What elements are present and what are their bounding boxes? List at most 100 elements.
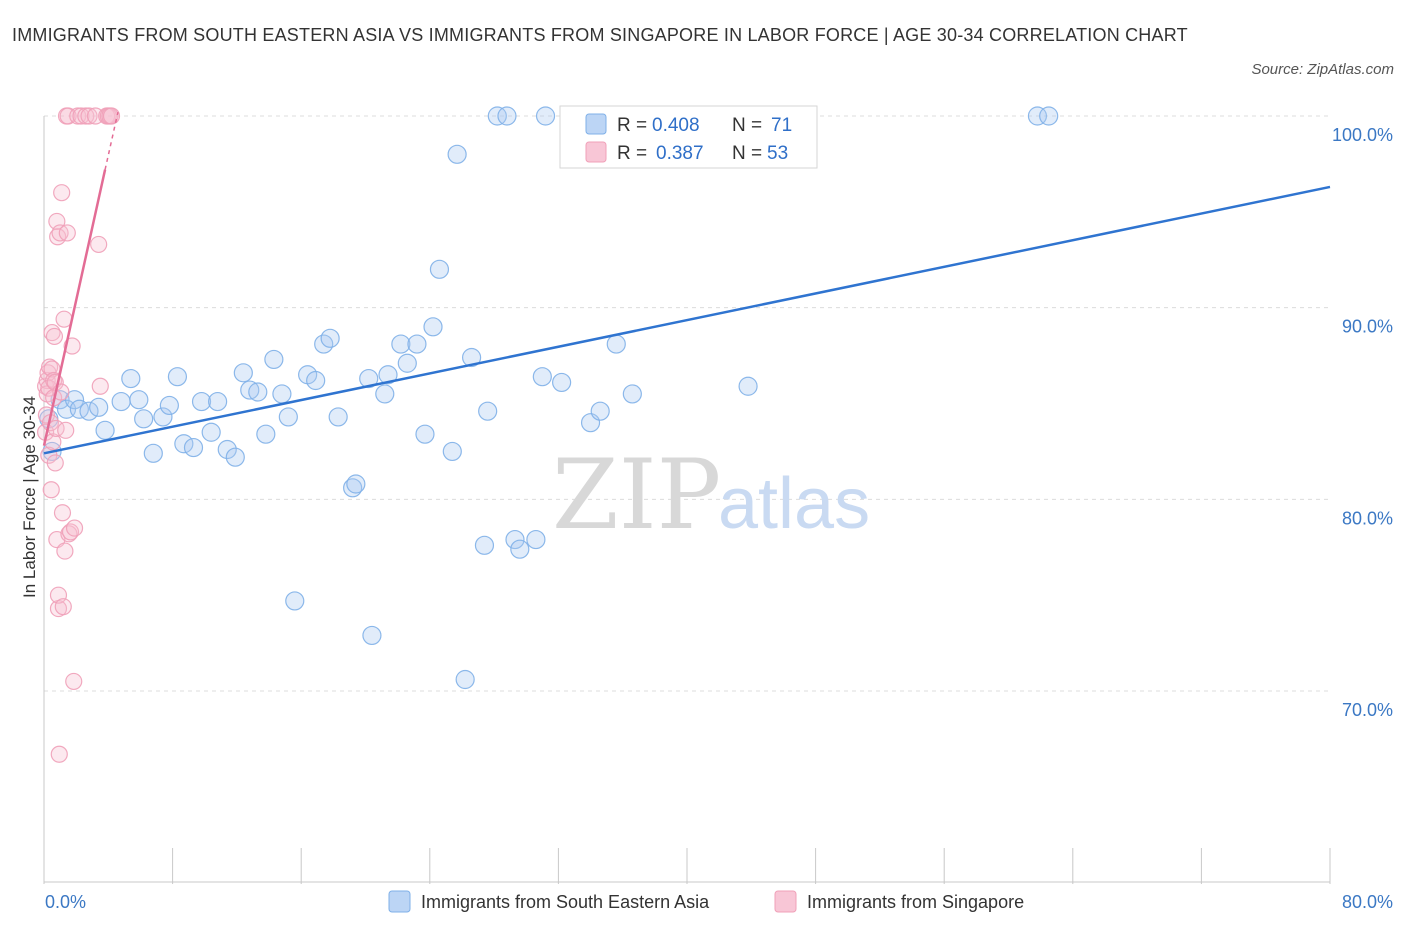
x-tick-label-min: 0.0%	[45, 892, 86, 912]
sea-point-24	[233, 363, 253, 383]
sea-point-30	[278, 407, 298, 427]
trend-line-singapore-extension	[104, 112, 119, 170]
sea-point-13	[143, 443, 163, 463]
sg-point-28	[53, 184, 71, 202]
sea-point-15	[159, 395, 179, 416]
y-tick-label-90: 90.0%	[1342, 317, 1393, 337]
stats-r-label-1: R =	[617, 115, 647, 136]
sea-point-68	[1027, 106, 1048, 126]
sg-point-10	[42, 481, 60, 499]
sg-point-26	[51, 224, 69, 242]
watermark-atlas: atlas	[718, 464, 870, 544]
sg-point-32	[56, 542, 74, 560]
sea-point-18	[183, 437, 204, 458]
sea-point-61	[535, 106, 556, 126]
x-axis-ticks	[43, 848, 1331, 884]
legend-swatch-pink	[774, 890, 797, 913]
sg-point-25	[50, 745, 68, 763]
sea-point-28	[264, 349, 284, 370]
sg-point-41	[65, 519, 84, 537]
sea-point-9	[111, 391, 131, 412]
stats-n-value-1: 71	[771, 115, 792, 136]
x-tick-label-max: 80.0%	[1342, 892, 1393, 912]
stats-n-label-2: N =	[732, 143, 762, 164]
gridlines	[44, 115, 1330, 692]
sea-point-46	[415, 424, 435, 444]
y-tick-label-100: 100.0%	[1332, 125, 1393, 145]
sea-point-53	[474, 535, 495, 555]
sea-point-62	[552, 372, 572, 393]
chart-title: IMMIGRANTS FROM SOUTH EASTERN ASIA VS IM…	[12, 25, 1188, 45]
sea-point-19	[191, 391, 212, 412]
sg-point-33	[57, 421, 75, 439]
sea-point-67	[738, 376, 758, 396]
y-tick-labels: 70.0% 80.0% 90.0% 100.0%	[1332, 125, 1393, 720]
sg-point-18	[46, 454, 64, 472]
sea-point-31	[285, 591, 305, 611]
sea-point-22	[217, 439, 237, 460]
stats-r-label-2: R =	[617, 143, 647, 164]
legend-swatch-blue	[388, 890, 411, 913]
sea-point-69	[1039, 106, 1059, 126]
sea-point-55	[487, 106, 507, 126]
sea-point-4	[64, 390, 85, 410]
sea-point-51	[455, 669, 475, 690]
sea-point-47	[423, 317, 443, 337]
trend-line-singapore	[42, 169, 107, 446]
sea-point-59	[526, 529, 546, 550]
sea-point-40	[362, 625, 382, 646]
series-south-eastern-asia	[39, 106, 1059, 690]
sg-point-29	[53, 504, 72, 522]
sea-point-44	[397, 353, 417, 373]
sea-point-17	[174, 434, 194, 454]
sea-point-27	[256, 424, 276, 444]
stats-r-value-1: 0.408	[652, 115, 700, 136]
sea-point-21	[208, 391, 228, 412]
stats-swatch-pink	[585, 141, 607, 163]
stats-n-label-1: N =	[732, 115, 762, 136]
sea-point-29	[272, 384, 292, 404]
sea-point-45	[407, 334, 427, 354]
sea-point-25	[240, 380, 260, 400]
sea-point-49	[442, 441, 462, 462]
sg-point-52	[102, 107, 121, 125]
sea-point-6	[79, 401, 99, 421]
legend-label-singapore: Immigrants from Singapore	[807, 892, 1024, 912]
stats-legend: R = 0.408 N = 71 R = 0.387 N = 53	[559, 105, 818, 169]
y-axis-label: In Labor Force | Age 30-34	[20, 396, 39, 598]
watermark-zip: ZIP	[552, 439, 721, 551]
sea-point-52	[461, 347, 482, 368]
sea-point-36	[328, 407, 348, 427]
y-tick-label-70: 70.0%	[1342, 700, 1393, 720]
sea-point-23	[225, 447, 245, 467]
sea-point-26	[248, 382, 268, 402]
sea-point-35	[320, 328, 340, 348]
sea-point-48	[429, 259, 450, 279]
sg-point-36	[59, 107, 77, 125]
trend-lines	[42, 112, 1331, 455]
sea-point-10	[121, 368, 141, 389]
sea-point-7	[89, 397, 109, 417]
sea-point-5	[69, 399, 89, 419]
sg-point-40	[65, 672, 83, 691]
sea-point-39	[359, 368, 379, 389]
series-legend: Immigrants from South Eastern Asia Immig…	[388, 890, 1024, 913]
sea-point-54	[478, 401, 498, 421]
sea-point-58	[510, 539, 530, 559]
stats-r-value-2: 0.387	[656, 143, 704, 164]
trend-line-south-eastern-asia	[43, 185, 1331, 455]
legend-label-south-eastern-asia: Immigrants from South Eastern Asia	[421, 892, 710, 912]
sea-point-50	[447, 144, 467, 164]
sea-point-16	[167, 367, 188, 387]
sg-point-47	[90, 235, 108, 254]
sea-point-38	[346, 474, 366, 494]
sg-point-45	[80, 107, 98, 125]
sea-point-43	[391, 334, 411, 354]
sea-point-12	[134, 409, 154, 429]
sea-point-14	[153, 407, 173, 427]
sea-point-56	[497, 106, 517, 126]
sea-point-65	[606, 334, 626, 354]
stats-n-value-2: 53	[767, 143, 788, 164]
sea-point-66	[622, 384, 642, 404]
